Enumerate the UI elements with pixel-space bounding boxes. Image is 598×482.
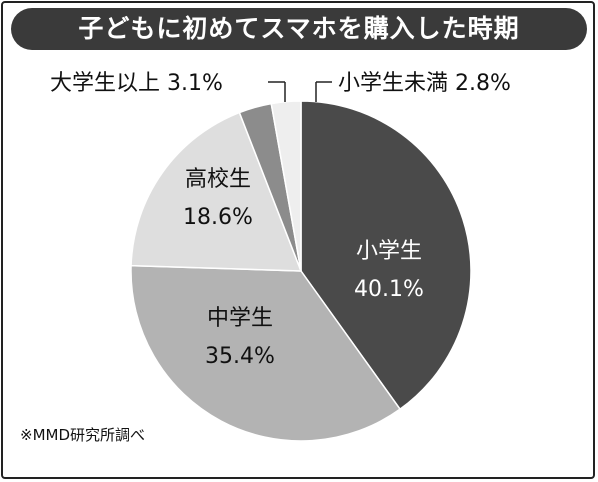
source-note: ※MMD研究所調べ bbox=[20, 426, 146, 444]
pie-slice bbox=[300, 100, 472, 411]
slice-outer-label: 大学生以上 3.1% bbox=[50, 71, 223, 96]
slice-value-label: 35.4% bbox=[205, 344, 275, 369]
slice-labels: 小学生 40.1% 中学生 35.4% 高校生 18.6% 大学生以上 3.1% 小学生未満 … bbox=[50, 71, 511, 369]
leader-lines bbox=[268, 81, 332, 102]
slice-category-label: 中学生 bbox=[207, 306, 273, 331]
slice-value-label: 40.1% bbox=[354, 277, 424, 302]
pie-slice bbox=[270, 100, 302, 272]
chart-title: 子どもに初めてスマホを購入した時期 bbox=[11, 8, 587, 50]
slice-category-label: 小学生 bbox=[356, 239, 422, 264]
pie-slice bbox=[130, 264, 402, 442]
slice-value-label: 18.6% bbox=[183, 205, 253, 230]
pie-slices bbox=[130, 100, 472, 442]
slice-category-label: 高校生 bbox=[185, 167, 251, 192]
slice-outer-label: 小学生未満 2.8% bbox=[338, 71, 511, 96]
pie-slice bbox=[130, 111, 303, 272]
